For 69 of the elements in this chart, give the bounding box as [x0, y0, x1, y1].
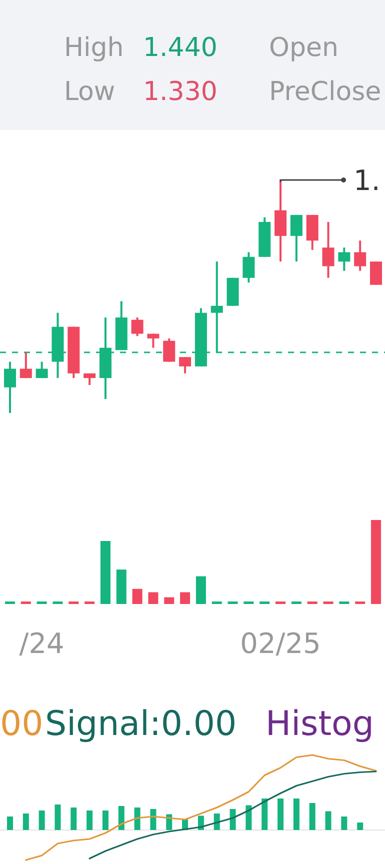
annotation: 1.: [354, 164, 380, 197]
x-tick-label: /24: [19, 627, 64, 660]
bar: [180, 592, 190, 604]
text: PreClose: [269, 77, 382, 107]
bar: [68, 601, 79, 604]
candlestick: [147, 332, 160, 349]
candlestick: [370, 260, 382, 286]
bar: [132, 588, 142, 604]
bar: [134, 808, 140, 830]
bar: [357, 822, 364, 830]
bar: [246, 805, 252, 830]
candlestick: [131, 316, 144, 338]
bar: [54, 804, 61, 830]
bar: [325, 811, 332, 830]
text: Histog: [266, 704, 374, 744]
bar: [52, 601, 63, 604]
bar: [118, 806, 124, 830]
bar: [244, 601, 254, 604]
bar: [86, 810, 93, 830]
candlestick: [322, 220, 334, 279]
bar: [276, 601, 286, 604]
bar: [212, 601, 222, 604]
bar: [148, 592, 158, 604]
bar: [293, 798, 300, 830]
bar: [5, 601, 15, 604]
bar: [36, 601, 47, 604]
bar: [307, 601, 318, 604]
bar: [371, 520, 381, 604]
candlestick: [36, 360, 48, 380]
bar: [102, 810, 108, 830]
text: High: [64, 33, 124, 63]
bar: [260, 601, 270, 604]
bar: [309, 803, 316, 830]
candlestick: [20, 351, 32, 380]
bar: [214, 814, 220, 830]
bar: [100, 541, 110, 604]
bar: [355, 601, 366, 604]
bar: [38, 810, 45, 830]
candlestick: [163, 337, 176, 363]
bar: [228, 601, 238, 604]
bar: [84, 601, 95, 604]
bar: [7, 816, 13, 830]
candlestick: [354, 240, 366, 272]
text: 1.330: [143, 77, 218, 107]
bar: [291, 601, 302, 604]
bar: [20, 601, 31, 604]
bar: [339, 601, 350, 604]
bar: [116, 570, 126, 604]
text: Low: [64, 77, 116, 107]
candlestick: [290, 214, 302, 263]
text: Open: [269, 33, 338, 63]
bar: [230, 809, 236, 830]
series-label: Signal:0.00: [45, 704, 237, 744]
x-tick-label: 02/25: [240, 627, 321, 660]
candlestick: [179, 356, 192, 374]
bar: [323, 601, 334, 604]
candlestick: [338, 246, 350, 272]
bar: [278, 798, 284, 830]
candlestick: [4, 360, 16, 414]
bar: [150, 809, 156, 830]
text: 00: [0, 704, 44, 744]
bar: [341, 816, 348, 830]
candlestick: [242, 251, 255, 284]
text: 1.440: [143, 33, 218, 63]
bar: [196, 576, 206, 604]
bar: [164, 597, 174, 604]
bar: [262, 798, 268, 830]
bar: [70, 808, 77, 830]
bar: [22, 814, 29, 830]
